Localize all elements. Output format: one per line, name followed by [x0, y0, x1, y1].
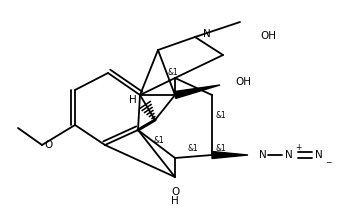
Text: −: − — [325, 159, 331, 168]
Text: N: N — [259, 150, 267, 160]
Text: H: H — [171, 196, 179, 206]
Text: OH: OH — [235, 77, 251, 87]
Text: N: N — [315, 150, 323, 160]
Text: H: H — [129, 95, 137, 105]
Text: O: O — [171, 187, 179, 197]
Text: &1: &1 — [188, 143, 199, 152]
Text: &1: &1 — [153, 135, 164, 144]
Text: +: + — [295, 143, 301, 151]
Text: N: N — [285, 150, 293, 160]
Text: OH: OH — [260, 31, 276, 41]
Text: &1: &1 — [215, 143, 226, 152]
Text: &1: &1 — [168, 67, 179, 76]
Polygon shape — [174, 85, 220, 98]
Text: N: N — [203, 29, 211, 39]
Text: O: O — [44, 140, 52, 150]
Polygon shape — [212, 151, 248, 159]
Text: &1: &1 — [215, 110, 226, 119]
